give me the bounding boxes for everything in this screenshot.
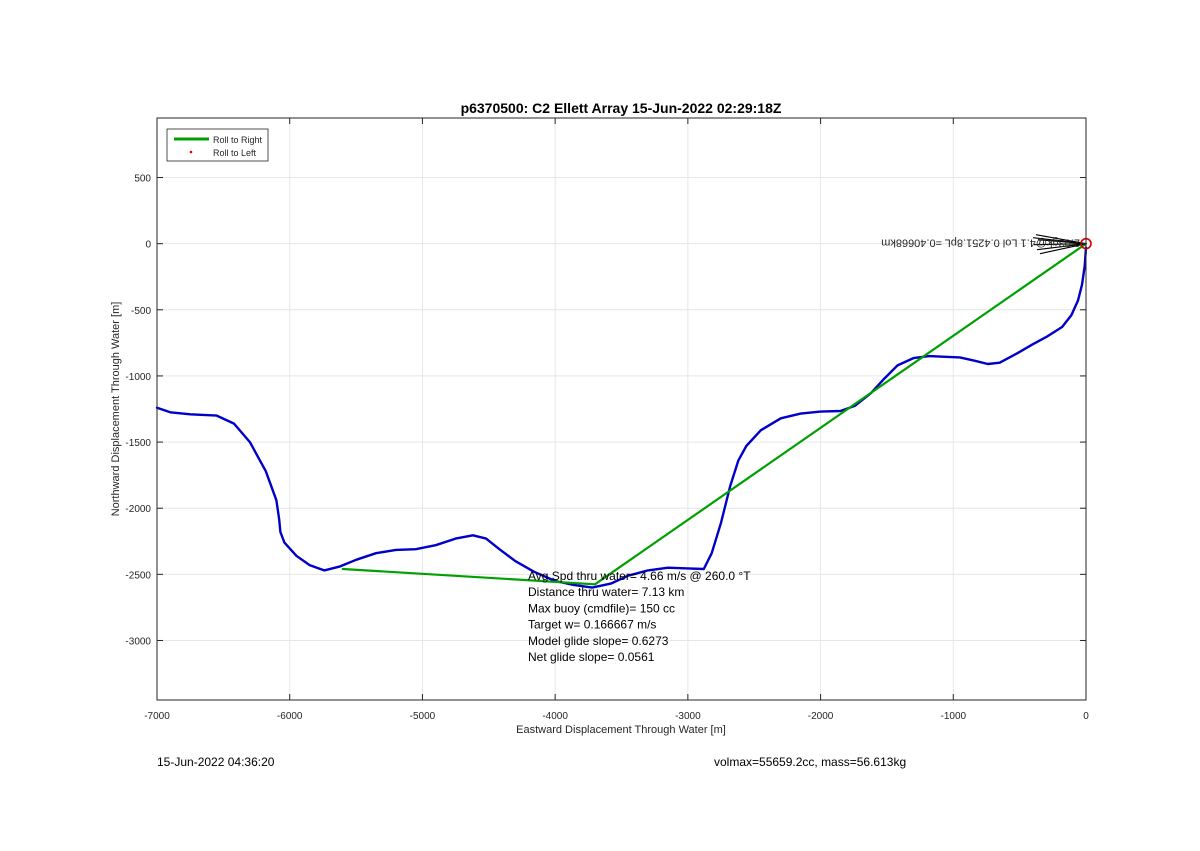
y-tick-label: 500 [134, 174, 151, 185]
glide-segment-series-line [341, 242, 1088, 586]
arrow-stroke [1039, 243, 1087, 255]
stats-line: Distance thru water= 7.13 km [528, 585, 684, 599]
y-tick-label: -2000 [125, 504, 151, 515]
axis-tick-labels: -7000 -6000 -5000 -4000 -3000 -2000 -1000 0 500 0… [125, 174, 1089, 722]
stats-line: Net glide slope= 0.0561 [528, 650, 655, 664]
chart-title: p6370500: C2 Ellett Array 15-Jun-2022 02… [461, 100, 782, 116]
series-layer: 2.03gk@4.1 Lol 0.4251.8pL =0.40668km [155, 234, 1092, 589]
arrow-stroke [1035, 234, 1087, 245]
stats-line: Model glide slope= 0.6273 [528, 634, 669, 648]
y-axis-label: Northward Displacement Through Water [m] [110, 302, 122, 517]
x-tick-label: -6000 [277, 711, 303, 722]
legend: Roll to Right Roll to Left [166, 128, 269, 162]
stats-line: Target w= 0.166667 m/s [528, 618, 656, 632]
y-tick-label: -3000 [125, 636, 151, 647]
x-tick-label: 0 [1083, 711, 1089, 722]
x-tick-label: -5000 [410, 711, 436, 722]
stats-annotation: Avg Spd thru water= 4.66 m/s @ 260.0 °T D… [528, 569, 751, 664]
arrow-annotation: 2.03gk@4.1 Lol 0.4251.8pL =0.40668km [881, 237, 1080, 249]
plot-frame [156, 117, 1087, 701]
x-tick-label: -1000 [940, 711, 966, 722]
footer-timestamp: 15-Jun-2022 04:36:20 [157, 755, 275, 769]
x-axis-label: Eastward Displacement Through Water [m] [516, 724, 726, 736]
y-tick-label: 0 [145, 240, 151, 251]
legend-roll-left-label: Roll to Left [213, 148, 257, 158]
x-tick-label: -2000 [808, 711, 834, 722]
x-tick-label: -4000 [542, 711, 568, 722]
x-tick-label: -7000 [144, 711, 170, 722]
y-tick-label: -1000 [125, 372, 151, 383]
legend-box [166, 128, 269, 162]
arrow-stroke [1036, 243, 1087, 251]
axis-ticks [156, 118, 1087, 700]
legend-roll-left-dot [189, 150, 193, 154]
plot-area [157, 118, 1086, 700]
arrow-stroke [1032, 237, 1087, 245]
x-tick-label: -3000 [675, 711, 701, 722]
y-tick-label: -2500 [125, 570, 151, 581]
stats-line: Max buoy (cmdfile)= 150 cc [528, 601, 675, 615]
arrow-stroke [1033, 243, 1087, 246]
y-tick-label: -500 [131, 306, 151, 317]
stats-line: Avg Spd thru water= 4.66 m/s @ 260.0 °T [528, 569, 751, 583]
y-tick-label: -1500 [125, 438, 151, 449]
legend-roll-right-label: Roll to Right [213, 135, 263, 145]
trajectory-series-line [155, 246, 1088, 589]
footer-volmax-mass: volmax=55659.2cc, mass=56.613kg [714, 755, 907, 769]
